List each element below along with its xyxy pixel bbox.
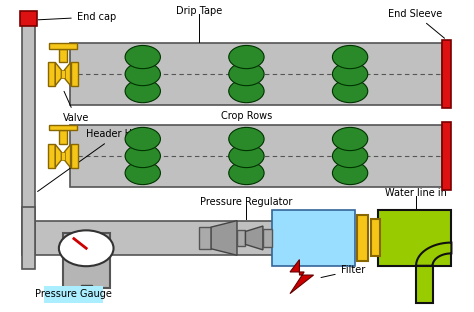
Bar (442, 40, 451, 108)
Text: Water line in: Water line in (385, 188, 447, 198)
Bar (273, 210, 355, 266)
Text: Crop Rows: Crop Rows (221, 111, 272, 121)
Bar (442, 122, 451, 190)
Text: Pressure Regulator: Pressure Regulator (200, 197, 292, 207)
Bar (416, 266, 433, 303)
Ellipse shape (125, 62, 160, 86)
Ellipse shape (229, 127, 264, 151)
Ellipse shape (125, 46, 160, 69)
Bar (47, 144, 55, 168)
Bar (357, 215, 367, 261)
Polygon shape (246, 226, 263, 250)
Polygon shape (64, 144, 71, 168)
Bar (371, 219, 380, 256)
Ellipse shape (229, 46, 264, 69)
Bar (20, 11, 37, 26)
Bar (22, 14, 36, 255)
Polygon shape (290, 260, 314, 294)
Bar (71, 62, 78, 86)
Ellipse shape (125, 127, 160, 151)
Bar (49, 125, 77, 130)
Bar (59, 130, 67, 144)
Polygon shape (55, 144, 61, 168)
Bar (22, 207, 36, 269)
Bar (70, 43, 442, 105)
Bar (378, 210, 451, 266)
Bar (49, 43, 77, 49)
Bar (263, 229, 273, 246)
Ellipse shape (125, 161, 160, 185)
Ellipse shape (229, 161, 264, 185)
Polygon shape (211, 221, 237, 255)
Ellipse shape (332, 46, 368, 69)
Bar (63, 233, 110, 288)
Bar (237, 230, 246, 246)
Ellipse shape (332, 62, 368, 86)
Polygon shape (64, 62, 71, 86)
Ellipse shape (332, 144, 368, 168)
FancyBboxPatch shape (44, 286, 103, 303)
Text: End Sleeve: End Sleeve (388, 9, 445, 38)
Bar (81, 285, 92, 298)
Text: Valve: Valve (63, 91, 89, 123)
Circle shape (59, 230, 114, 266)
Text: Pressure Gauge: Pressure Gauge (35, 289, 112, 299)
Text: Drip Tape: Drip Tape (176, 6, 222, 16)
Bar (61, 152, 65, 160)
Text: End cap: End cap (38, 12, 116, 22)
Text: Filter: Filter (321, 266, 365, 278)
Bar (59, 49, 67, 62)
Bar (199, 227, 211, 249)
Ellipse shape (125, 144, 160, 168)
Text: Header Hose: Header Hose (37, 129, 149, 192)
Bar (36, 221, 342, 255)
Ellipse shape (332, 161, 368, 185)
Ellipse shape (332, 127, 368, 151)
Ellipse shape (229, 62, 264, 86)
Ellipse shape (332, 80, 368, 103)
Bar (61, 70, 65, 78)
Bar (71, 144, 78, 168)
Ellipse shape (229, 80, 264, 103)
Bar (47, 62, 55, 86)
Polygon shape (55, 62, 61, 86)
Bar (70, 125, 442, 187)
Ellipse shape (229, 144, 264, 168)
Ellipse shape (125, 80, 160, 103)
Polygon shape (416, 243, 451, 266)
